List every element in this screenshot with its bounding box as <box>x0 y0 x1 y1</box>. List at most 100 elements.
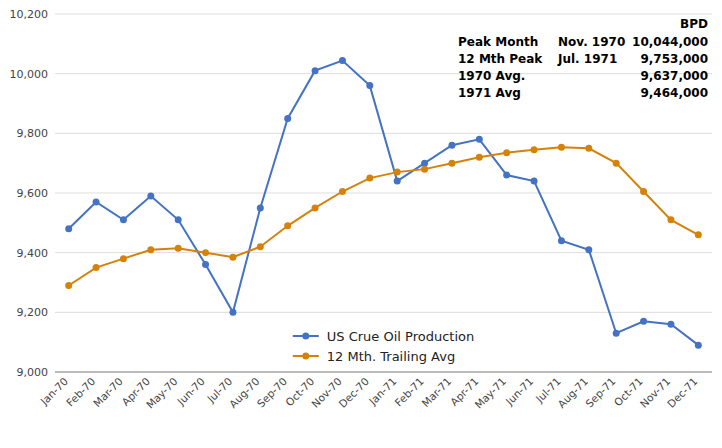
point <box>312 204 319 211</box>
x-tick-label: Sep-71 <box>583 375 618 410</box>
point <box>585 246 592 253</box>
y-axis: 9,000 9,200 9,400 9,600 9,800 10,000 10,200 <box>10 8 713 379</box>
point <box>421 160 428 167</box>
point <box>175 216 182 223</box>
legend-label: 12 Mth. Trailing Avg <box>327 349 455 364</box>
point <box>448 142 455 149</box>
annotation-value: 9,464,000 <box>640 86 708 100</box>
y-tick-label: 9,600 <box>17 187 49 200</box>
point <box>421 166 428 173</box>
point <box>695 231 702 238</box>
point <box>147 192 154 199</box>
series-line <box>69 147 699 285</box>
point <box>284 222 291 229</box>
grid-line <box>55 193 712 194</box>
point <box>93 198 100 205</box>
point <box>65 225 72 232</box>
series <box>65 144 702 289</box>
point <box>339 57 346 64</box>
point <box>175 245 182 252</box>
annotation-label: Peak Month <box>458 35 538 49</box>
point <box>312 67 319 74</box>
point <box>339 188 346 195</box>
x-tick-label: Jun-70 <box>174 375 207 408</box>
point <box>120 216 127 223</box>
point <box>147 246 154 253</box>
y-tick-label: 9,200 <box>17 306 49 319</box>
series-line <box>69 61 699 346</box>
point <box>667 216 674 223</box>
x-tick-label: Sep-70 <box>254 375 289 410</box>
grid-line <box>55 73 712 74</box>
point <box>394 169 401 176</box>
annotation-label: 1970 Avg. <box>458 69 525 83</box>
point <box>585 145 592 152</box>
point <box>613 160 620 167</box>
x-tick-label: May-71 <box>472 375 508 411</box>
point <box>257 204 264 211</box>
point <box>257 243 264 250</box>
point <box>366 175 373 182</box>
y-tick-label: 10,000 <box>10 68 49 81</box>
legend-item: 12 Mth. Trailing Avg <box>293 349 455 364</box>
point <box>640 188 647 195</box>
annotation-label: 12 Mth Peak <box>458 52 543 66</box>
y-tick-label: 9,800 <box>17 127 49 140</box>
point <box>284 115 291 122</box>
plot-area <box>65 57 702 349</box>
x-tick-label: May-70 <box>144 375 180 411</box>
point <box>93 264 100 271</box>
grid-line <box>55 14 712 15</box>
point <box>558 237 565 244</box>
point <box>503 172 510 179</box>
point <box>558 144 565 151</box>
point <box>667 321 674 328</box>
grid-line <box>55 252 712 253</box>
x-tick-label: Dec-70 <box>336 375 371 410</box>
point <box>202 249 209 256</box>
point <box>202 261 209 268</box>
annotation-date: Nov. 1970 <box>558 35 625 49</box>
annotation-value: 9,637,000 <box>640 69 708 83</box>
y-tick-label: 10,200 <box>10 8 49 21</box>
legend-label: US Crue Oil Production <box>327 329 474 344</box>
point <box>65 282 72 289</box>
annotation-date: Jul. 1971 <box>557 52 617 66</box>
x-tick-label: Mar-70 <box>91 375 125 409</box>
point <box>366 82 373 89</box>
point <box>531 178 538 185</box>
point <box>229 254 236 261</box>
point <box>476 136 483 143</box>
point <box>640 318 647 325</box>
legend-item: US Crue Oil Production <box>293 329 474 344</box>
chart: 9,000 9,200 9,400 9,600 9,800 10,000 10,200 Jan… <box>0 0 722 448</box>
legend: US Crue Oil Production 12 Mth. Trailing A… <box>293 329 474 364</box>
annotation-value: 10,044,000 <box>632 35 708 49</box>
point <box>695 342 702 349</box>
point <box>503 149 510 156</box>
point <box>394 178 401 185</box>
x-tick-label: Dec-71 <box>665 375 700 410</box>
x-tick-label: Mar-71 <box>419 375 453 409</box>
y-tick-label: 9,000 <box>17 366 49 379</box>
x-tick-label: Jun-71 <box>503 375 536 408</box>
x-tick-label: Aug-70 <box>227 375 262 410</box>
x-tick-label: Aug-71 <box>555 375 590 410</box>
series <box>65 57 702 349</box>
y-tick-label: 9,400 <box>17 247 49 260</box>
legend-marker <box>302 353 309 360</box>
x-axis: Jan-70Feb-70Mar-70Apr-70May-70Jun-70Jul-… <box>37 372 712 411</box>
grid-line <box>55 312 712 313</box>
point <box>531 146 538 153</box>
grid-line <box>55 372 712 373</box>
point <box>476 154 483 161</box>
point <box>229 309 236 316</box>
annotation-table: BPD Peak Month Nov. 1970 10,044,000 12 Mth P… <box>458 17 708 100</box>
annotation-value: 9,753,000 <box>640 52 708 66</box>
x-axis-line <box>55 372 712 373</box>
point <box>120 255 127 262</box>
annotation-header: BPD <box>680 17 708 31</box>
point <box>613 330 620 337</box>
point <box>448 160 455 167</box>
annotation-label: 1971 Avg <box>458 86 521 100</box>
